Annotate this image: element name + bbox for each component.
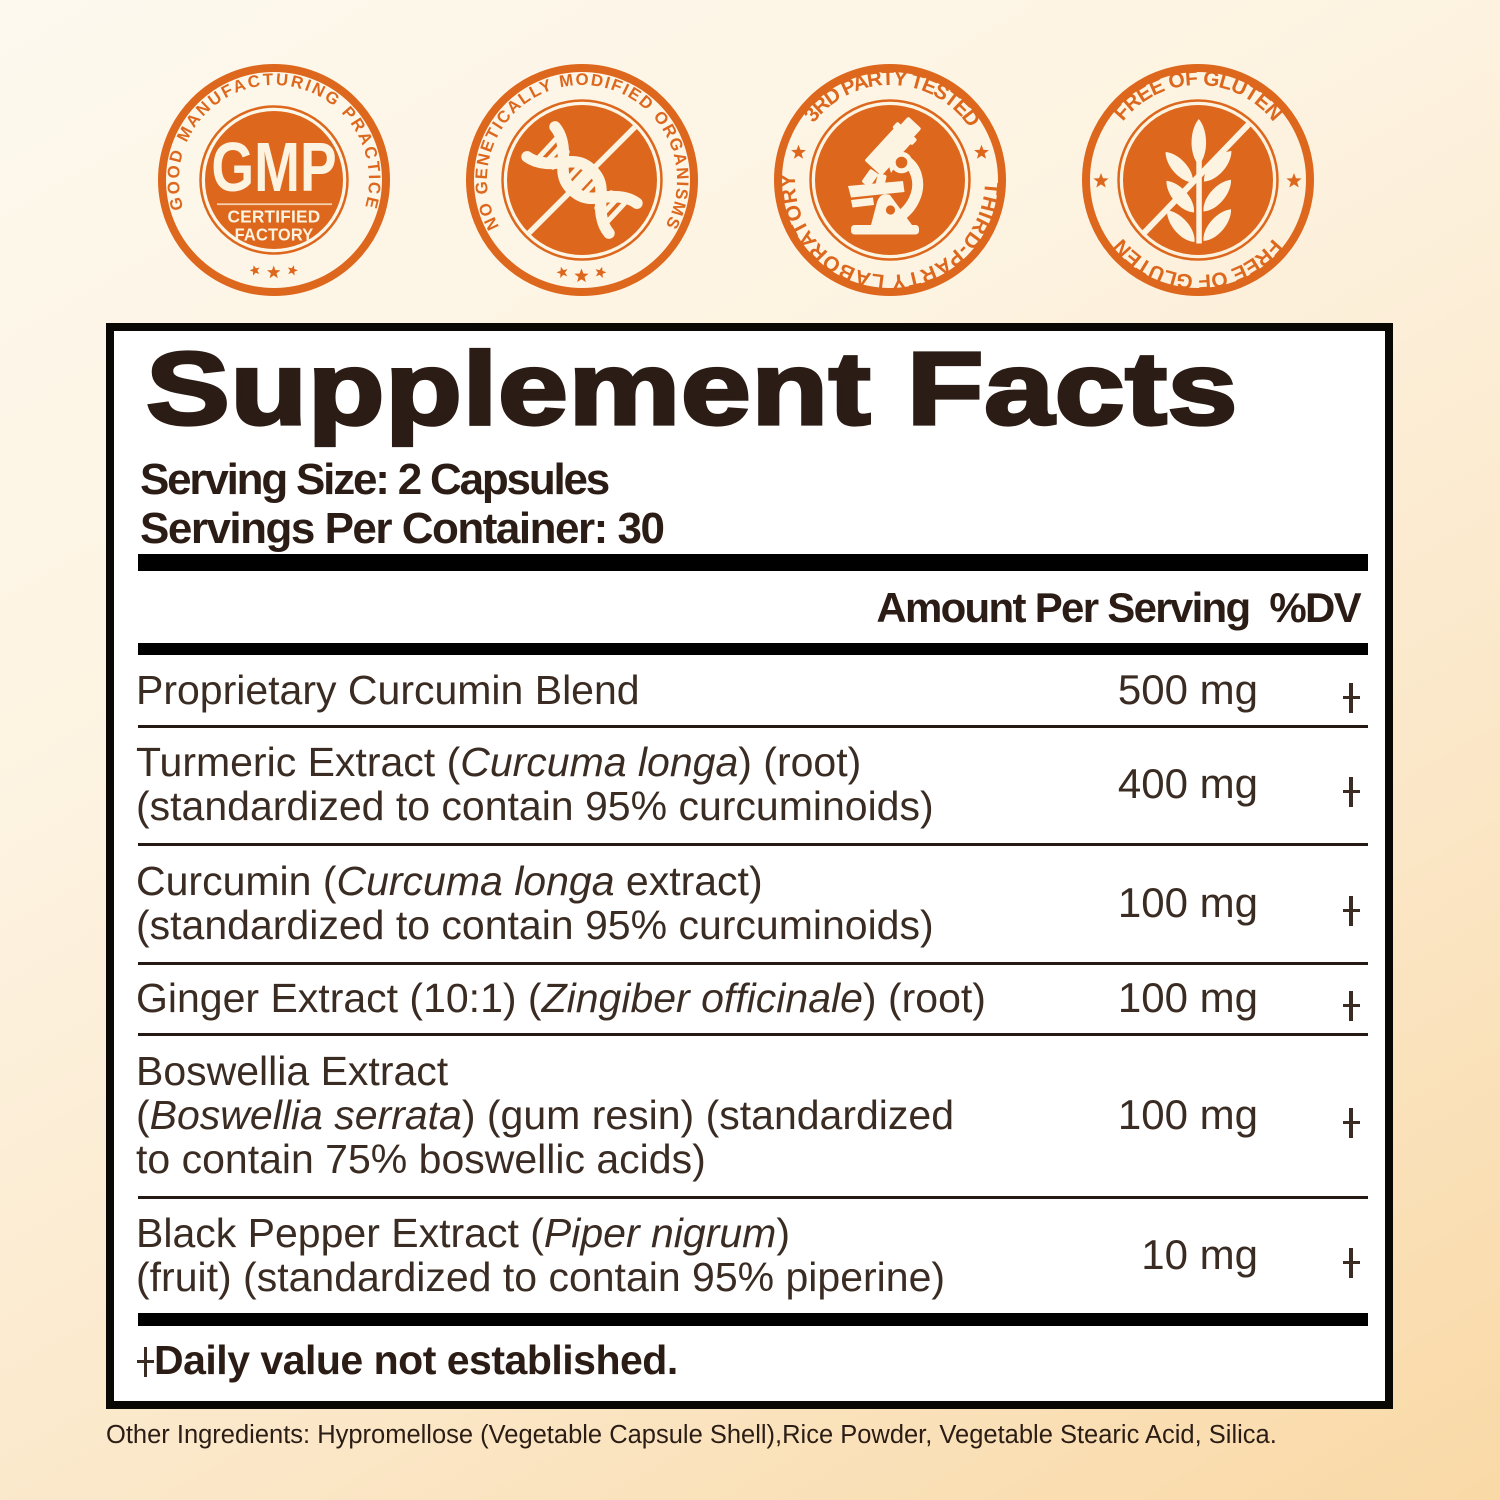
svg-text:GMP: GMP	[211, 129, 336, 207]
svg-text:FACTORY: FACTORY	[235, 225, 314, 244]
svg-text:CERTIFIED: CERTIFIED	[228, 206, 321, 226]
